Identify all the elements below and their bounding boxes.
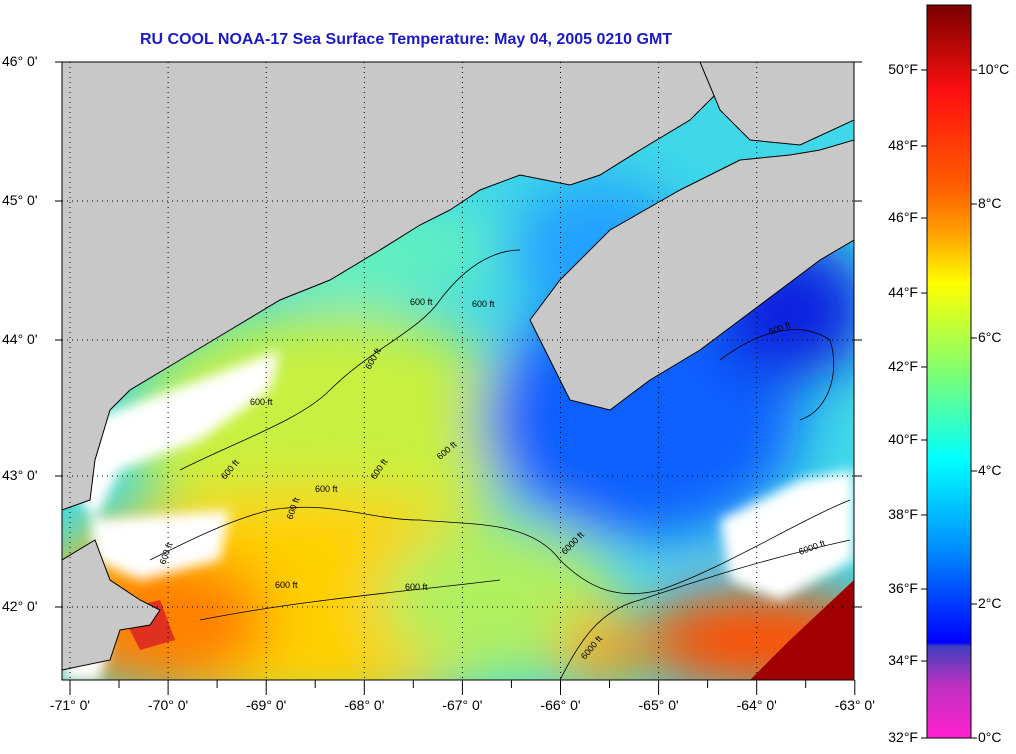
lat-label: 44° 0' (2, 331, 38, 347)
lat-label: 42° 0' (2, 598, 38, 614)
colorbar (926, 4, 972, 739)
lon-label: -67° 0' (442, 697, 483, 713)
colorbar-label-f: 46°F (888, 209, 918, 225)
colorbar-label-c: 4°C (978, 462, 1002, 478)
warm-water-patch (750, 580, 854, 680)
colorbar-label-c: 8°C (978, 195, 1002, 211)
colorbar-label-c: 10°C (978, 61, 1010, 77)
map-frame (61, 61, 855, 681)
lat-label: 45° 0' (2, 192, 38, 208)
colorbar-label-f: 48°F (888, 137, 918, 153)
land-nb-upper (699, 62, 854, 146)
lon-label: -64° 0' (736, 697, 777, 713)
land-nova-scotia (529, 139, 854, 411)
colorbar-label-f: 38°F (888, 506, 918, 522)
colorbar-label-c: 2°C (978, 595, 1002, 611)
contour-label: 600 ft (405, 582, 428, 592)
lon-label: -70° 0' (148, 697, 189, 713)
colorbar-label-c: 6°C (978, 329, 1002, 345)
land (62, 62, 854, 671)
contour-label: 600 ft (250, 397, 273, 407)
lon-label: -69° 0' (246, 697, 287, 713)
lat-label: 43° 0' (2, 467, 38, 483)
lon-label: -71° 0' (49, 697, 91, 713)
lon-label: -65° 0' (638, 697, 679, 713)
colorbar-label-f: 42°F (888, 358, 918, 374)
contour-label: 600 ft (275, 580, 298, 590)
axis-ticks (55, 61, 862, 695)
lon-label: -66° 0' (540, 697, 581, 713)
contour-label: 600 ft (472, 299, 495, 309)
graticule (62, 62, 854, 680)
colorbar-label-f: 50°F (888, 61, 918, 77)
colorbar-label-f: 32°F (888, 729, 918, 745)
map-title: RU COOL NOAA-17 Sea Surface Temperature:… (140, 31, 673, 48)
colorbar-label-c: 0°C (978, 729, 1002, 745)
lon-label: -68° 0' (344, 697, 385, 713)
colorbar-label-f: 44°F (888, 284, 918, 300)
lat-label: 46° 0' (2, 53, 38, 69)
contour-label: 600 ft (315, 484, 338, 494)
lon-label: -63° 0' (834, 697, 875, 713)
map-area: 600 ft 600 ft 600 ft 600 ft 600 ft 600 f… (62, 62, 854, 680)
contour-label: 600 ft (410, 297, 433, 307)
land-maine-nb (62, 62, 761, 511)
colorbar-label-f: 34°F (888, 652, 918, 668)
land-cape-cod (62, 539, 161, 671)
bathymetry-contours (149, 249, 851, 680)
colorbar-label-f: 40°F (888, 431, 918, 447)
colorbar-label-f: 36°F (888, 580, 918, 596)
